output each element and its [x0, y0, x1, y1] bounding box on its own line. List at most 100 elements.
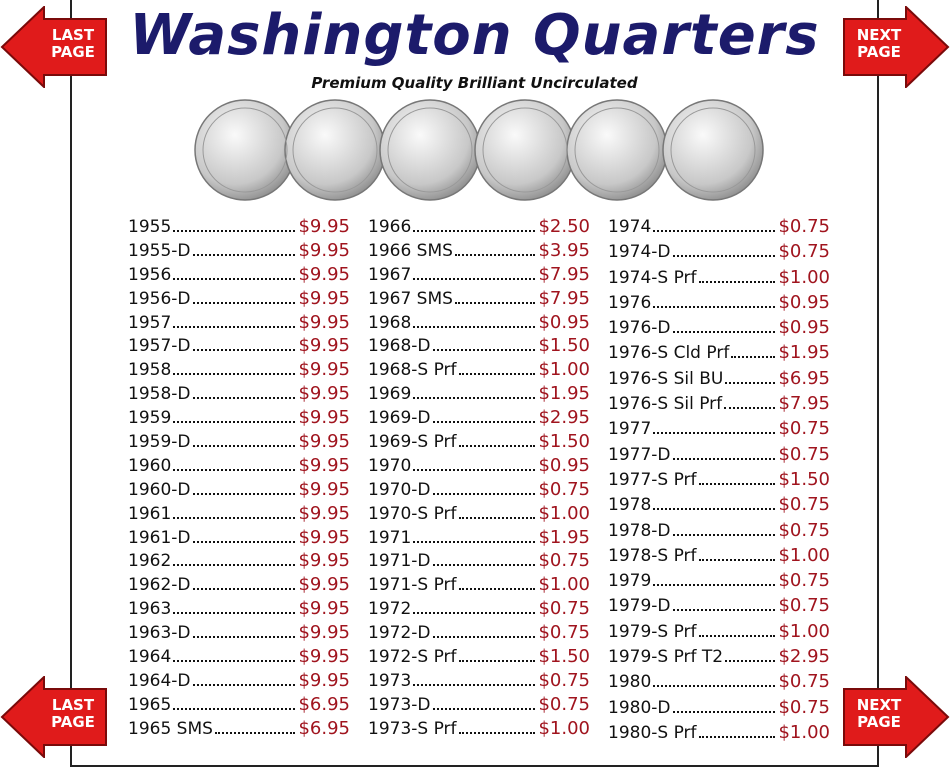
coin-name: 1971 — [368, 527, 412, 548]
price-row: 1968-S Prf $1.00 — [368, 359, 590, 383]
coin-price: $0.75 — [778, 494, 830, 516]
leader-dots — [192, 349, 296, 352]
price-row: 1955 $9.95 — [128, 216, 350, 240]
coin-name: 1964-D — [128, 670, 191, 691]
coin-price: $6.95 — [298, 717, 350, 739]
price-row: 1979-D $0.75 — [608, 595, 830, 620]
leader-dots — [173, 468, 296, 471]
leader-dots — [672, 457, 776, 460]
coin-name: 1974 — [608, 217, 652, 237]
coin-name: 1973-D — [368, 694, 431, 715]
leader-dots — [173, 373, 296, 376]
coin-price: $1.50 — [538, 646, 590, 668]
coin-price: $1.00 — [778, 544, 830, 566]
coin-name: 1972 — [368, 599, 412, 620]
coin-name: 1969-D — [368, 408, 431, 429]
nav-button[interactable]: LAST PAGE — [0, 676, 108, 758]
leader-dots — [192, 253, 296, 256]
coin-price: $0.95 — [538, 454, 590, 476]
coin-price: $9.95 — [298, 311, 350, 333]
leader-dots — [173, 325, 296, 328]
price-row: 1965 $6.95 — [128, 694, 350, 718]
coin-name: 1966 — [368, 217, 412, 237]
coin-name: 1979 — [608, 571, 652, 592]
arrow — [843, 6, 950, 88]
coin-name: 1957 — [128, 312, 172, 333]
coin-price: $9.95 — [298, 287, 350, 309]
price-row: 1979-S Prf T2 $2.95 — [608, 646, 830, 671]
coin-name: 1971-S Prf — [368, 575, 457, 596]
coin-price: $7.95 — [778, 393, 830, 415]
coin-name: 1972-S Prf — [368, 647, 457, 668]
leader-dots — [653, 685, 776, 688]
price-row: 1956-D $9.95 — [128, 288, 350, 312]
coin-price: $9.95 — [298, 454, 350, 476]
price-row: 1963 $9.95 — [128, 598, 350, 622]
leader-dots — [432, 564, 536, 567]
price-row: 1969 $1.95 — [368, 383, 590, 407]
price-row: 1970-D $0.75 — [368, 479, 590, 503]
price-row: 1970-S Prf $1.00 — [368, 503, 590, 527]
price-row: 1973-S Prf $1.00 — [368, 718, 590, 742]
leader-dots — [413, 612, 536, 615]
leader-dots — [672, 609, 776, 612]
nav-button[interactable]: LAST PAGE — [0, 6, 108, 88]
coin-name: 1977-D — [608, 444, 671, 465]
coin-name: 1971-D — [368, 551, 431, 572]
price-row: 1972-D $0.75 — [368, 622, 590, 646]
nav-button[interactable]: NEXT PAGE — [842, 6, 950, 88]
price-row: 1957-D $9.95 — [128, 335, 350, 359]
coin-price: $9.95 — [298, 550, 350, 572]
price-row: 1968 $0.95 — [368, 312, 590, 336]
coin-name: 1980-S Prf — [608, 722, 697, 743]
leader-dots — [724, 407, 776, 410]
price-row: 1956 $9.95 — [128, 264, 350, 288]
coin-name: 1972-D — [368, 623, 431, 644]
nav-label: NEXT PAGE — [856, 696, 902, 731]
coin-name: 1962-D — [128, 575, 191, 596]
coin-price: $0.75 — [778, 519, 830, 541]
coin-name: 1963 — [128, 599, 172, 620]
price-row: 1960 $9.95 — [128, 455, 350, 479]
leader-dots — [458, 731, 536, 734]
leader-dots — [192, 397, 296, 400]
leader-dots — [458, 588, 536, 591]
coin-name: 1973 — [368, 670, 412, 691]
coin-price: $9.95 — [298, 574, 350, 596]
leader-dots — [173, 516, 296, 519]
coin-price: $1.00 — [778, 620, 830, 642]
leader-dots — [725, 381, 776, 384]
coin-price: $1.50 — [538, 335, 590, 357]
price-row: 1964-D $9.95 — [128, 670, 350, 694]
subtitle: Premium Quality Brilliant Uncirculated — [311, 74, 638, 92]
coin-name: 1973-S Prf — [368, 718, 457, 739]
coin-price: $1.00 — [538, 717, 590, 739]
coin-price: $9.95 — [298, 646, 350, 668]
price-row: 1977-D $0.75 — [608, 444, 830, 469]
coin-name: 1976 — [608, 292, 652, 313]
leader-dots — [413, 468, 536, 471]
coin-name: 1967 SMS — [368, 288, 453, 309]
coin-price: $0.75 — [778, 570, 830, 592]
price-row: 1978-D $0.75 — [608, 520, 830, 545]
price-row: 1974 $0.75 — [608, 216, 830, 241]
coin-price: $0.75 — [538, 622, 590, 644]
coin-name: 1958-D — [128, 384, 191, 405]
coin-name: 1963-D — [128, 623, 191, 644]
price-row: 1976-S Cld Prf $1.95 — [608, 342, 830, 367]
leader-dots — [173, 612, 296, 615]
leader-dots — [653, 508, 776, 511]
leader-dots — [214, 731, 296, 734]
coin-price: $0.75 — [538, 693, 590, 715]
coin-name: 1956 — [128, 264, 172, 285]
leader-dots — [454, 301, 536, 304]
leader-dots — [698, 482, 776, 485]
nav-button[interactable]: NEXT PAGE — [842, 676, 950, 758]
coin-name: 1962 — [128, 551, 172, 572]
price-row: 1963-D $9.95 — [128, 622, 350, 646]
coin-price: $0.95 — [778, 317, 830, 339]
coin-name: 1968-D — [368, 336, 431, 357]
price-row: 1977 $0.75 — [608, 418, 830, 443]
price-column: 1974 $0.75 1974-D $0.75 1974-S Prf $1.00 1976 $… — [608, 216, 830, 747]
leader-dots — [413, 277, 536, 280]
